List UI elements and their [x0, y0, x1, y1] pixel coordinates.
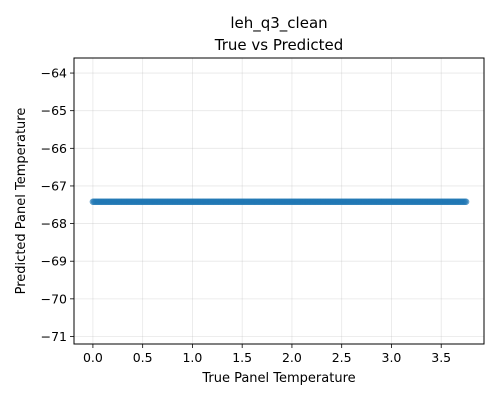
x-tick-label: 3.0: [382, 350, 402, 365]
plot-area-frame: [73, 57, 485, 345]
y-tick-label: −67: [41, 178, 67, 193]
x-tick-label: 0.5: [133, 350, 153, 365]
x-tick-label: 3.5: [431, 350, 451, 365]
x-tick-label: 1.0: [182, 350, 202, 365]
y-axis-ticks: −64 −65 −66 −67 −68 −69 −70 −71: [41, 66, 74, 344]
x-tick-label: 2.0: [282, 350, 302, 365]
x-tick-label: 1.5: [232, 350, 252, 365]
y-tick-label: −68: [41, 216, 67, 231]
chart-title: leh_q3_clean: [230, 14, 327, 33]
y-tick-label: −66: [41, 141, 67, 156]
data-points: [89, 198, 470, 206]
x-tick-label: 2.5: [332, 350, 352, 365]
chart-subtitle: True vs Predicted: [214, 36, 344, 54]
y-tick-label: −65: [41, 103, 67, 118]
x-tick-label: 0.0: [83, 350, 103, 365]
y-tick-label: −64: [41, 66, 67, 81]
y-tick-label: −69: [41, 254, 67, 269]
data-point: [462, 198, 470, 206]
y-tick-label: −70: [41, 291, 67, 306]
y-tick-label: −71: [41, 329, 67, 344]
x-axis-label: True Panel Temperature: [201, 371, 355, 386]
x-axis-ticks: 0.0 0.5 1.0 1.5 2.0 2.5 3.0 3.5: [83, 344, 451, 365]
y-axis-label: Predicted Panel Temperature: [14, 108, 29, 295]
